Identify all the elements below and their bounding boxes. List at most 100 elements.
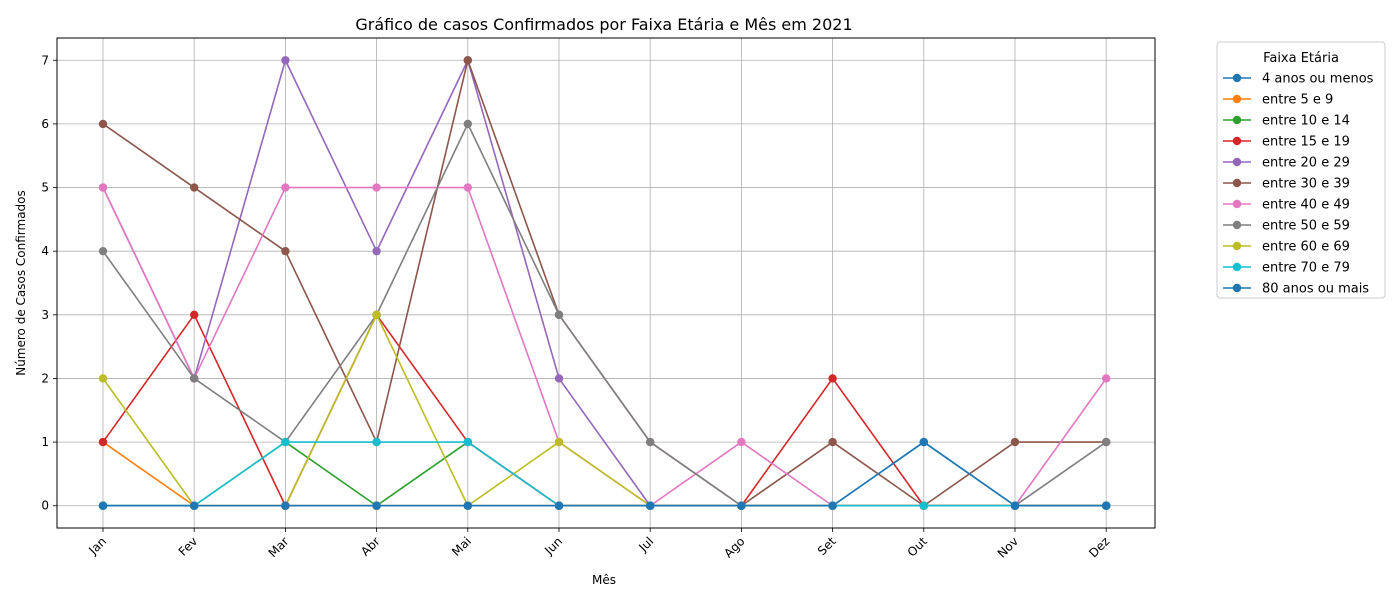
x-tick-label: Mai (449, 534, 474, 559)
data-point (646, 501, 655, 510)
y-tick-label: 0 (41, 499, 49, 513)
legend-marker (1232, 136, 1242, 146)
y-tick-label: 1 (41, 435, 49, 449)
data-point (281, 437, 290, 447)
data-point (98, 374, 108, 383)
data-point (737, 501, 746, 510)
data-point (98, 437, 108, 447)
legend-item: entre 5 e 9 (1223, 93, 1333, 108)
x-tick-label: Abr (358, 534, 383, 559)
data-point (646, 437, 655, 447)
legend-label: entre 70 e 79 (1262, 261, 1350, 276)
legend-label: entre 60 e 69 (1262, 240, 1350, 255)
data-point (281, 246, 290, 256)
data-point (98, 119, 108, 129)
data-point (554, 374, 564, 383)
data-point (919, 501, 928, 510)
data-point (281, 183, 290, 192)
data-point (372, 437, 381, 447)
series-10 (98, 437, 1111, 510)
legend-item: 4 anos ou menos (1223, 72, 1374, 87)
y-tick-label: 2 (41, 371, 49, 385)
y-tick-label: 7 (41, 53, 49, 67)
data-point (190, 374, 199, 383)
data-point (372, 183, 381, 192)
data-point (190, 183, 199, 192)
legend-item: entre 15 e 19 (1223, 135, 1350, 150)
chart-title: Gráfico de casos Confirmados por Faixa E… (355, 15, 852, 34)
data-point (1010, 437, 1020, 447)
data-point (1102, 374, 1111, 383)
data-point (372, 246, 381, 256)
legend-label: entre 15 e 19 (1262, 135, 1350, 150)
data-point (463, 56, 472, 65)
y-axis-ticks: 0 1 2 3 4 5 6 7 (41, 53, 57, 513)
series-lines (98, 56, 1111, 510)
data-point (98, 246, 108, 256)
y-tick-label: 6 (41, 117, 49, 131)
data-point (1102, 437, 1111, 447)
legend-marker (1232, 283, 1242, 293)
legend-title: Faixa Etária (1263, 51, 1339, 66)
data-point (463, 437, 472, 447)
x-tick-label: Mar (266, 534, 292, 560)
series-line (102, 186, 1107, 507)
data-point (372, 501, 381, 510)
data-point (463, 183, 472, 192)
data-point (463, 501, 472, 510)
series-line (103, 441, 1107, 507)
legend-item: 80 anos ou mais (1223, 282, 1369, 297)
x-tick-label: Fev (176, 534, 201, 559)
x-axis-label: Mês (592, 573, 616, 587)
legend-items: 4 anos ou menos entre 5 e 9 entre 10 e 14 e… (1223, 72, 1374, 297)
legend-marker (1232, 241, 1242, 251)
y-tick-label: 4 (41, 244, 49, 258)
legend-marker (1232, 157, 1242, 167)
legend-label: 80 anos ou mais (1262, 282, 1369, 297)
data-point (828, 501, 837, 510)
legend-item: entre 50 e 59 (1223, 219, 1350, 234)
legend-item: entre 20 e 29 (1223, 156, 1350, 171)
x-tick-label: Ago (721, 534, 747, 560)
data-point (828, 437, 837, 447)
legend-label: entre 20 e 29 (1262, 156, 1350, 171)
data-point (372, 310, 381, 320)
data-point (98, 183, 108, 192)
series-line (102, 314, 1107, 507)
x-axis-ticks: Jan Fev Mar Abr Mai Jun Jul Ago Set Out Nov Dez (85, 528, 1112, 561)
legend-label: entre 40 e 49 (1262, 198, 1350, 213)
series-3 (98, 310, 1111, 510)
x-tick-label: Jul (635, 534, 656, 555)
x-tick-label: Set (815, 534, 839, 558)
plot-area-frame (56, 37, 1156, 529)
x-tick-label: Nov (995, 534, 1021, 560)
data-point (1102, 501, 1111, 510)
legend-marker (1232, 199, 1242, 209)
legend-item: entre 10 e 14 (1223, 114, 1350, 129)
data-point (554, 310, 564, 320)
data-point (737, 437, 746, 447)
x-tick-label: Dez (1086, 534, 1112, 560)
x-tick-label: Out (905, 534, 930, 559)
data-point (98, 501, 108, 510)
legend-marker (1232, 94, 1242, 104)
legend-marker (1232, 178, 1242, 188)
y-axis-label: Número de Casos Confirmados (14, 190, 28, 376)
data-point (190, 501, 199, 510)
y-tick-label: 5 (41, 181, 49, 195)
data-point (554, 501, 564, 510)
legend-item: entre 70 e 79 (1223, 261, 1350, 276)
legend: Faixa Etária 4 anos ou menos entre 5 e 9 e… (1216, 41, 1386, 299)
legend-marker (1232, 73, 1242, 83)
x-tick-label: Jun (541, 534, 565, 558)
legend-label: entre 30 e 39 (1262, 177, 1350, 192)
legend-label: 4 anos ou menos (1262, 72, 1374, 87)
data-point (463, 119, 472, 129)
legend-item: entre 40 e 49 (1223, 198, 1350, 213)
legend-box (1216, 41, 1386, 299)
grid (57, 38, 1155, 528)
data-point (919, 437, 928, 447)
data-point (828, 374, 837, 383)
legend-label: entre 50 e 59 (1262, 219, 1350, 234)
